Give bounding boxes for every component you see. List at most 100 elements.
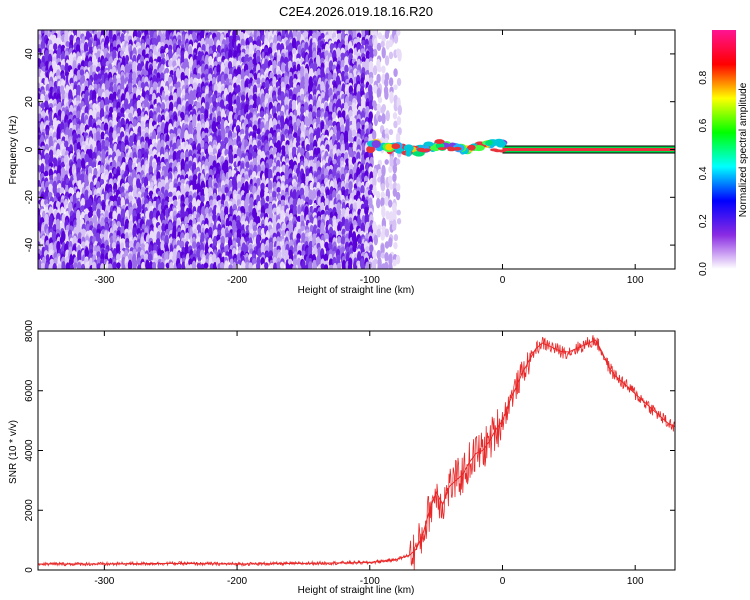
spectrogram-cell — [225, 37, 230, 44]
spectrogram-cell — [47, 191, 53, 198]
spectrogram-cell — [392, 188, 398, 197]
spectrogram-cell — [80, 205, 85, 212]
signal-band-core — [502, 148, 675, 151]
chart-title: C2E4.2026.019.18.16.R20 — [279, 4, 433, 19]
spectrogram-cell — [168, 38, 173, 47]
spectrogram-cell — [267, 179, 273, 192]
spectrogram-cell — [48, 263, 53, 269]
spectrogram-cell — [380, 40, 385, 48]
spectrogram-cell — [268, 250, 274, 258]
spectrogram-cell — [296, 118, 301, 127]
spectrogram-cell — [397, 104, 403, 116]
spectrogram-cell — [204, 73, 209, 82]
spectrogram-cell — [276, 166, 281, 174]
spectrogram-cell — [120, 233, 126, 241]
spectrogram-cell — [127, 259, 133, 269]
spectrogram-cell — [83, 41, 89, 54]
spectrogram-cell — [332, 72, 337, 81]
spectrogram-cell — [393, 241, 398, 250]
spectrogram-cell — [120, 107, 125, 115]
spectrogram-cell — [200, 105, 205, 115]
spectrogram-cell — [384, 195, 389, 207]
spectrogram-cell — [272, 214, 277, 225]
spectrogram-cell — [228, 73, 233, 80]
spectrogram-cell — [128, 240, 134, 249]
spectrogram-cell — [336, 236, 342, 245]
spectrogram-cell — [377, 115, 382, 123]
spectrogram-cell — [92, 64, 97, 74]
spectrogram-cell — [377, 176, 382, 183]
spectrogram-cell — [116, 220, 121, 227]
spectrogram-cell — [84, 247, 90, 260]
spectrogram-cell — [395, 191, 401, 201]
spectrogram-cell — [392, 112, 398, 120]
spectrogram-cell — [192, 117, 197, 128]
spectrogram-cell — [144, 136, 150, 143]
spectrogram-cell — [236, 236, 241, 244]
spectrogram-cell — [81, 241, 86, 249]
spectrogram-cell — [224, 260, 229, 269]
spectrogram-cell — [100, 123, 105, 132]
spectrogram-cell — [387, 175, 393, 185]
spectrogram-cell — [191, 260, 197, 269]
spectrogram-cell — [392, 259, 397, 267]
spectrogram-cell — [273, 262, 278, 269]
spectrogram-cell — [361, 56, 366, 63]
spectrogram-cell — [316, 109, 321, 120]
spectrogram-cell — [377, 168, 382, 178]
spectrogram-cell — [373, 103, 378, 111]
spectrogram-cell — [381, 205, 386, 218]
spectrogram-cell — [272, 191, 277, 199]
spectrogram-cell — [395, 132, 401, 144]
spectrogram-cell — [192, 182, 197, 192]
spectrogram-cell — [381, 65, 386, 74]
spectrogram-cell — [176, 213, 181, 219]
spectrogram-cell — [80, 263, 86, 269]
spectrogram-cell — [308, 172, 313, 183]
spectrogram-cell — [128, 195, 134, 203]
spectrogram-cell — [56, 148, 61, 156]
spectrogram-cell — [76, 191, 81, 200]
spectrogram-cell — [364, 206, 369, 216]
spectrogram-cell — [41, 262, 46, 269]
spectrogram-cell — [184, 216, 189, 225]
spectrogram-cell — [308, 261, 313, 269]
spectrogram-cell — [141, 261, 146, 269]
spectrogram-cell — [376, 228, 381, 238]
spectrogram-cell — [395, 254, 401, 265]
spectrogram-cell — [269, 262, 275, 269]
spectrogram-cell — [328, 258, 334, 267]
spectrogram-cell — [92, 108, 97, 121]
spectrogram-cell — [91, 261, 97, 269]
spectrogram-cell — [203, 262, 209, 269]
spectrogram-cell — [347, 263, 353, 269]
spectrogram-cell — [259, 110, 265, 118]
spectrogram-cell — [260, 242, 265, 255]
spectrogram-cell — [99, 178, 105, 186]
spectrogram-cell — [38, 253, 41, 261]
spectrogram-cell — [180, 178, 185, 185]
spectrogram-cell — [372, 48, 378, 57]
spectrogram-cell — [300, 105, 305, 115]
spectrogram-cell — [381, 164, 386, 177]
spectrogram-cell — [384, 55, 390, 66]
spectrogram-cell — [248, 152, 253, 162]
spectrogram-cell — [281, 230, 286, 237]
spectrogram-cell — [40, 163, 45, 175]
spectrogram-cell — [143, 176, 149, 189]
spectrogram-cell — [40, 93, 45, 102]
spectrogram-cell — [38, 263, 42, 269]
spectrogram-cell — [112, 83, 118, 95]
spectrogram-cell — [136, 30, 142, 39]
spectrogram-cell — [44, 262, 50, 269]
spectrogram-cell — [323, 124, 329, 131]
spectrogram-cell — [216, 64, 221, 75]
spectrogram-cell — [348, 142, 354, 149]
spectrogram-cell — [349, 136, 355, 143]
spectrogram-cell — [393, 234, 399, 242]
spectrogram-cell — [371, 260, 377, 269]
spectrogram-cell — [108, 211, 114, 220]
spectrogram-cell — [168, 196, 174, 203]
spectrogram-cell — [176, 87, 181, 99]
